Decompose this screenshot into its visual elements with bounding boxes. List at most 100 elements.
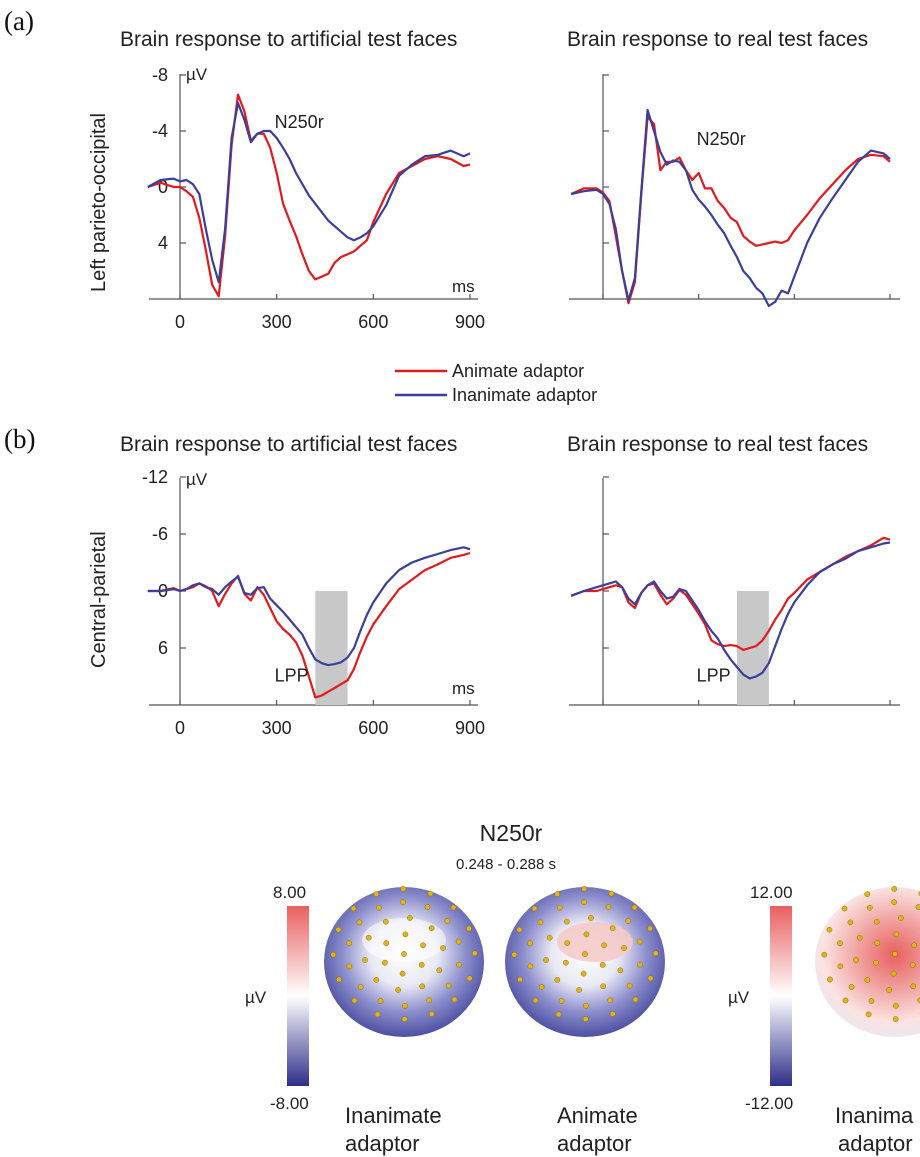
y-tick-label-a-artificial--4: -4 xyxy=(152,121,168,141)
electrode-dot xyxy=(866,904,873,911)
electrode-dot xyxy=(637,961,643,968)
electrode-dot xyxy=(631,904,638,911)
x-tick-label-b-artificial-300: 300 xyxy=(262,718,292,738)
electrode-dot xyxy=(583,931,590,938)
ylabel-left-parieto-occipital: Left parieto-occipital xyxy=(88,113,110,292)
chart-title-a-artificial: Brain response to artificial test faces xyxy=(120,28,457,51)
y-tick-label-a-artificial--8: -8 xyxy=(152,65,168,85)
electrode-dot xyxy=(527,963,534,970)
electrode-dot xyxy=(917,997,920,1004)
electrode-dot xyxy=(419,983,426,990)
annotation-n250r-a-artificial: N250r xyxy=(275,112,324,132)
electrode-dot xyxy=(605,904,612,910)
ylabel-central-parietal: Central-parietal xyxy=(88,531,110,668)
electrode-dot xyxy=(350,905,357,912)
electrode-dot xyxy=(588,915,594,921)
electrode-dot xyxy=(436,967,443,974)
electrode-dot xyxy=(599,962,606,968)
electrode-dot xyxy=(873,959,879,966)
electrode-dot xyxy=(580,970,587,977)
topomap-title: N250r xyxy=(480,820,543,846)
electrode-dot xyxy=(909,962,916,968)
electrode-dot xyxy=(893,931,900,938)
electrode-dot xyxy=(583,1002,589,1009)
series-line-b-artificial-inanimate xyxy=(147,546,471,667)
electrode-dot xyxy=(450,904,457,911)
electrode-dot xyxy=(335,926,342,933)
electrode-dot xyxy=(864,977,871,983)
electrode-dot xyxy=(402,1002,408,1009)
electrode-dot xyxy=(382,959,388,966)
electrode-dot xyxy=(865,1011,872,1018)
shaded-window-b-artificial xyxy=(315,591,348,705)
electrode-dot xyxy=(647,925,653,932)
electrode-dot xyxy=(532,997,539,1004)
chart-title-b-artificial: Brain response to artificial test faces xyxy=(120,433,457,456)
electrode-dot xyxy=(826,926,833,933)
electrode-dot xyxy=(400,886,407,892)
electrode-dot xyxy=(891,899,897,906)
electrode-dot xyxy=(601,942,607,949)
electrode-dot xyxy=(511,951,518,958)
electrode-dot xyxy=(440,945,446,951)
caption-1-line1: Inanimate xyxy=(345,1103,442,1128)
electrode-dot xyxy=(382,918,389,925)
electrode-dot xyxy=(401,951,407,957)
head-scalp-3 xyxy=(815,887,920,1037)
electrode-dot xyxy=(516,926,523,933)
electrode-dot xyxy=(365,934,372,941)
electrode-dot xyxy=(538,984,545,990)
topomap-section: N250r 0.248 - 0.288 s 8.00 µV -8.00 12.0… xyxy=(245,820,920,1156)
x-tick-label-b-artificial-600: 600 xyxy=(358,718,388,738)
electrodes-3 xyxy=(821,886,920,1022)
electrode-dot xyxy=(842,997,849,1004)
electrode-dot xyxy=(581,886,588,892)
electrode-dot xyxy=(377,998,384,1004)
electrodes-2 xyxy=(511,886,659,1022)
electrode-dot xyxy=(893,1002,899,1009)
electrode-dot xyxy=(564,940,571,946)
electrode-dot xyxy=(868,998,875,1004)
topomap-subtitle: 0.248 - 0.288 s xyxy=(456,856,556,873)
electrode-dot xyxy=(418,962,425,968)
electrode-dot xyxy=(558,998,565,1004)
electrode-dot xyxy=(563,918,570,925)
electrode-dot xyxy=(383,940,390,946)
electrode-dot xyxy=(582,1016,589,1022)
y-tick-label-a-artificial-0: 0 xyxy=(158,177,168,197)
colorbar-2 xyxy=(770,906,792,1086)
electrode-dot xyxy=(626,982,633,989)
annotation-n250r-a-real: N250r xyxy=(697,129,746,149)
electrode-dot xyxy=(362,957,368,963)
legend-label-animate: Animate adaptor xyxy=(452,361,584,381)
caption-2-line1: Animate xyxy=(557,1103,638,1128)
electrode-dot xyxy=(527,940,533,947)
electrode-dot xyxy=(531,905,538,912)
x-tick-label-a-artificial-0: 0 xyxy=(175,312,185,332)
caption-3-line2: adaptor xyxy=(838,1131,913,1156)
series-line-b-artificial-animate xyxy=(147,551,471,699)
electrode-dot xyxy=(336,976,342,983)
panel-label-b: (b) xyxy=(4,424,35,454)
electrode-dot xyxy=(451,996,458,1003)
electrode-dot xyxy=(401,1016,408,1022)
electrode-dot xyxy=(428,925,435,931)
colorbar-1-unit: µV xyxy=(245,988,267,1007)
electrode-dot xyxy=(428,1011,435,1017)
xunit-a: ms xyxy=(452,277,475,296)
x-tick-label-b-artificial-900: 900 xyxy=(455,718,485,738)
electrode-dot xyxy=(625,918,632,924)
electrode-dot xyxy=(609,925,616,931)
electrode-dot xyxy=(517,976,523,983)
colorbar-1-min: -8.00 xyxy=(270,1094,309,1113)
electrode-dot xyxy=(330,951,337,958)
electrode-dot xyxy=(911,942,917,949)
electrode-dot xyxy=(555,1011,562,1018)
electrode-dot xyxy=(892,951,898,957)
electrode-dot xyxy=(609,1011,616,1017)
electrode-dot xyxy=(402,931,409,938)
electrode-dot xyxy=(636,938,643,945)
chart-title-a-real: Brain response to real test faces xyxy=(567,28,868,51)
electrode-dot xyxy=(400,899,406,906)
electrode-dot xyxy=(892,1016,899,1022)
